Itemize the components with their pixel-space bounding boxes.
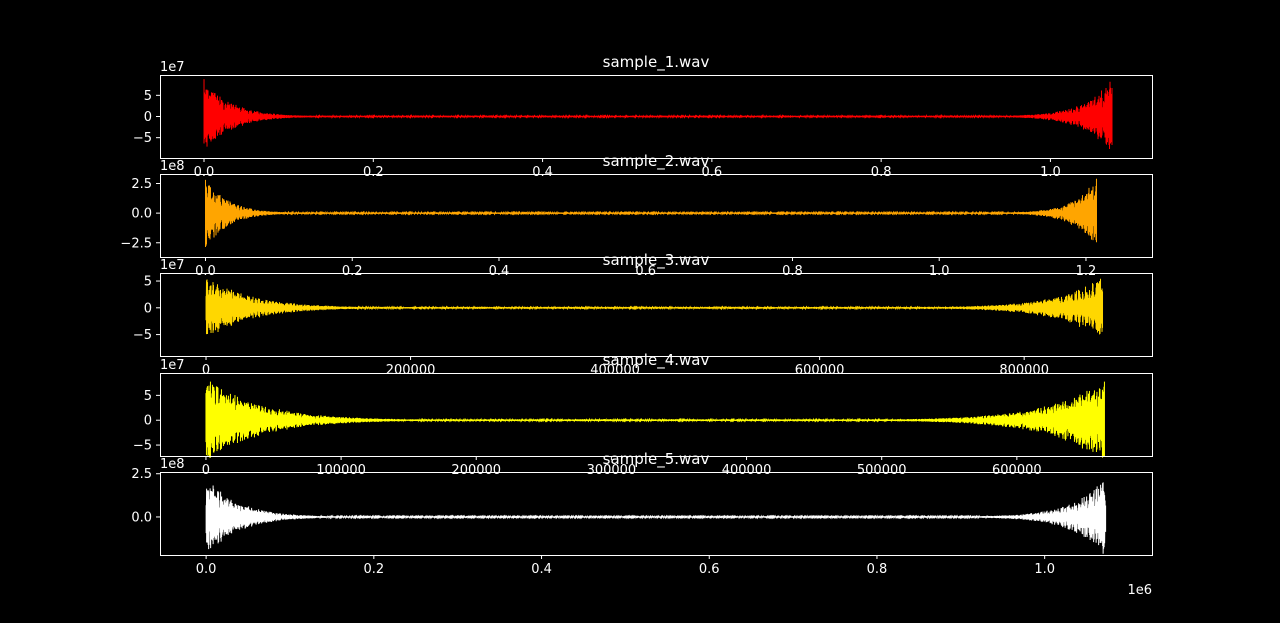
x-tick-label: 1.2 [1076,264,1097,279]
x-tick-label: 0.8 [867,562,888,577]
x-tick-label: 400000 [590,363,640,378]
y-tick-label: −5 [133,439,152,454]
x-tick-label: 0 [202,463,210,478]
x-tick-label: 0.2 [363,562,384,577]
x-tick-label: 1.0 [1034,562,1055,577]
x-tick-label: 0.0 [195,264,216,279]
y-tick-label: −5 [133,328,152,343]
x-tick-label: 0.6 [702,165,723,180]
x-tick-label: 800000 [999,363,1049,378]
y-tick-label: 2.5 [131,467,152,482]
subplot-5: sample_5.wav 1e8 2.5 0.0 0.0 0.2 0.4 0.6 0.8 1.0 1… [131,450,1153,598]
x-tick-label: 0.0 [194,165,215,180]
y-tick-label: 0.0 [131,207,152,222]
x-tick-label: 0.0 [196,562,217,577]
subplot-title: sample_1.wav [603,53,710,72]
x-tick-label: 0.4 [532,165,553,180]
x-tick-label: 600000 [992,463,1042,478]
x-tick-label: 100000 [316,463,366,478]
x-tick-label: 0.4 [489,264,510,279]
x-tick-label: 1.0 [929,264,950,279]
waveform-series-1 [203,79,1113,149]
x-tick-label: 600000 [795,363,845,378]
x-tick-label: 400000 [722,463,772,478]
subplot-4: sample_4.wav 1e7 5 0 −5 0 100000 200000 300000 40… [133,351,1153,478]
y-tick-label: 5 [144,89,152,104]
axes-frame [160,273,1153,357]
y-offset-label: 1e8 [160,457,185,472]
x-tick-label: 200000 [451,463,501,478]
x-tick-label: 0.6 [699,562,720,577]
axes-frame [160,75,1153,159]
waveform-series-5 [205,482,1107,554]
y-offset-label: 1e7 [160,258,185,273]
y-tick-label: 5 [144,389,152,404]
subplot-title: sample_5.wav [603,450,710,469]
subplot-title: sample_3.wav [603,251,710,270]
axes-frame [160,373,1153,457]
subplot-2: sample_2.wav 1e8 2.5 0.0 −2.5 0.0 0.2 0.4 0.6 0.8… [120,152,1153,279]
axes-frame [160,174,1153,258]
y-tick-label: 0 [144,110,152,125]
x-tick-label: 500000 [857,463,907,478]
x-tick-label: 0.8 [871,165,892,180]
x-tick-label: 0.8 [782,264,803,279]
x-tick-label: 0.6 [635,264,656,279]
y-tick-label: 0.0 [131,510,152,525]
y-offset-label: 1e7 [160,358,185,373]
y-offset-label: 1e7 [160,60,185,75]
subplot-title: sample_2.wav [603,152,710,171]
y-tick-label: −5 [133,131,152,146]
x-tick-label: 0 [202,363,210,378]
waveform-series-3 [205,278,1104,335]
x-tick-label: 300000 [587,463,637,478]
y-tick-label: 0 [144,301,152,316]
y-offset-label: 1e8 [160,159,185,174]
subplot-title: sample_4.wav [603,351,710,370]
subplot-1: sample_1.wav 1e7 5 0 −5 0.0 0.2 0.4 0.6 0.8 1.0 [133,53,1153,180]
y-tick-label: 2.5 [131,177,152,192]
x-tick-label: 1.0 [1040,165,1061,180]
waveform-series-2 [204,178,1097,247]
x-tick-label: 0.2 [363,165,384,180]
y-tick-label: 5 [144,275,152,290]
axes-frame [160,472,1153,556]
x-tick-label: 0.4 [531,562,552,577]
y-tick-label: −2.5 [120,236,152,251]
x-offset-label: 1e6 [1127,583,1152,598]
x-tick-label: 0.2 [342,264,363,279]
y-tick-label: 0 [144,414,152,429]
subplot-3: sample_3.wav 1e7 5 0 −5 0 200000 400000 600000 80… [133,251,1153,378]
waveform-series-4 [205,381,1105,458]
x-tick-label: 200000 [386,363,436,378]
